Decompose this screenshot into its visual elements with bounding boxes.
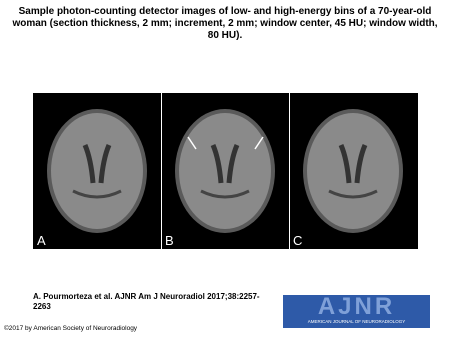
sulcus [328,189,378,199]
brain [179,113,271,229]
brain [51,113,143,229]
panel-label: C [293,233,302,248]
figure: A B C [33,93,418,249]
panel: C [289,93,403,249]
arrow [187,136,264,150]
panel: B [161,93,275,249]
divider [289,93,290,249]
ventricles [210,144,240,184]
copyright: ©2017 by American Society of Neuroradiol… [4,325,138,332]
title: Sample photon-counting detector images o… [12,6,438,41]
ventricles [82,144,112,184]
citation: A. Pourmorteza et al. AJNR Am J Neurorad… [33,292,260,311]
logo-name: AJNR [317,293,396,320]
panel-label: A [37,233,46,248]
logo-subtitle: AMERICAN JOURNAL OF NEURORADIOLOGY [307,319,406,324]
sulcus [72,189,122,199]
panel: A [37,109,147,248]
ventricles [338,144,368,184]
sulcus [200,189,250,199]
panel-label: B [165,233,174,248]
logo: AJNR AMERICAN JOURNAL OF NEURORADIOLOGY [283,295,430,328]
divider [161,93,162,249]
brain [307,113,399,229]
